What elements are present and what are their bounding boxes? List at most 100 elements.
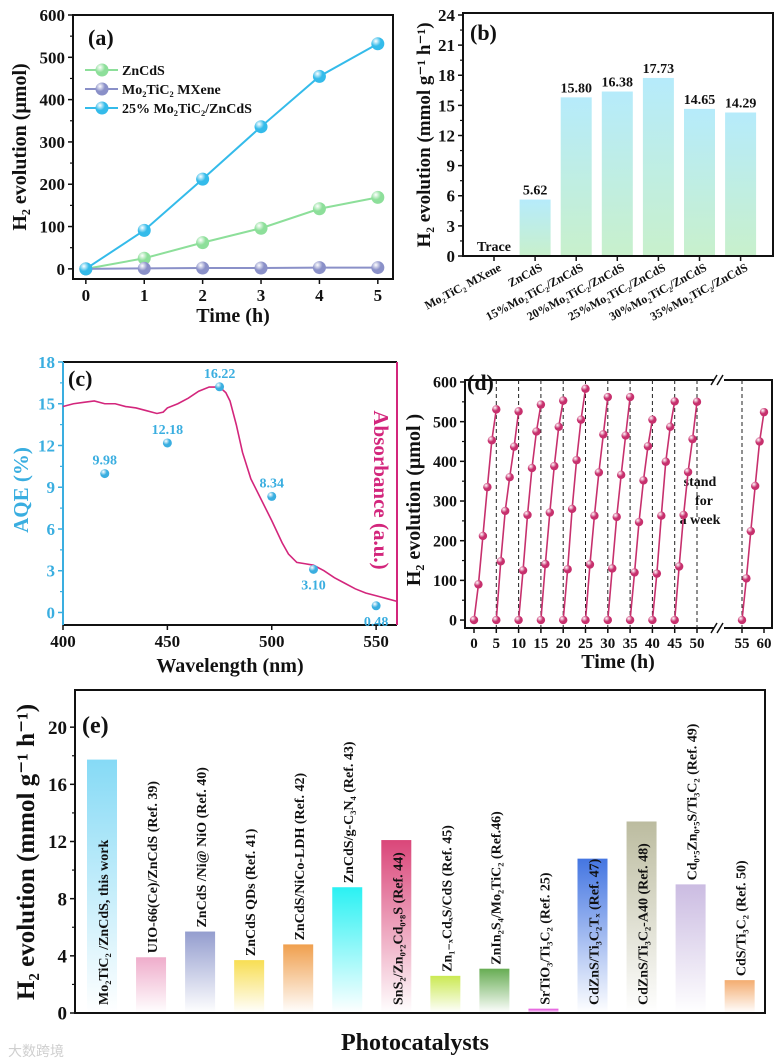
x-tick-label: 500 [259,632,285,651]
data-point [746,526,755,536]
bar-value-label: Trace [477,240,511,255]
data-point [755,437,764,446]
data-point [312,261,326,275]
data-point [514,615,523,625]
data-point [487,436,497,445]
data-point [371,261,385,275]
x-tick-label: 5 [493,636,501,652]
y-tick-label: 0 [47,603,56,622]
cycle-line [607,396,631,621]
y-tick-label: 3 [47,562,56,581]
y-tick-label: 24 [438,6,456,25]
bar-label: CdZnS/Ti₃C₂-A40 (Ref. 48) [637,843,652,1005]
x-tick-label: 450 [155,632,181,651]
y-tick-label: 18 [438,66,455,85]
data-point [683,467,693,477]
y-tick-label: 600 [40,6,66,25]
bar-label: ZnCdS/NiCo-LDH (Ref. 42) [293,772,308,940]
bar-label: ZnCdS QDs (Ref. 41) [244,828,259,956]
bar-label: CdZnS/Ti₃C₂Tₓ (Ref. 47) [588,858,603,1005]
data-point [648,415,657,424]
bar [528,1008,559,1013]
cycle-2 [492,407,523,625]
series-line [85,266,378,270]
bar-value-label: 17.73 [643,62,675,77]
bar [185,931,216,1013]
y-tick-label: 300 [433,494,457,511]
x-tick-label: 55 [735,636,750,652]
data-point [536,400,546,409]
x-tick-label: 40 [645,636,660,652]
data-point [674,562,684,571]
y-tick-label: 20 [48,718,67,739]
y-tick-label: 0 [447,247,456,266]
axis-break-gap [714,376,724,384]
data-point [657,511,666,520]
x-tick-label: 30 [600,636,615,652]
data-point [371,37,385,51]
y-tick-label: 200 [40,175,66,194]
cycle-7 [603,392,635,625]
series-1 [79,261,385,276]
cycle-line [517,404,542,621]
bar-value-label: 15.80 [560,81,592,96]
chart-c-ylabel-right: Absorbance (a.u.) [369,410,393,569]
chart-d-annotation-line1: stand [684,475,717,490]
data-point [501,506,510,516]
y-tick-label: 400 [433,454,457,471]
data-point [254,221,268,235]
data-point [581,615,590,625]
bar-value-label: 14.65 [684,93,716,108]
data-point [312,69,326,83]
data-point [196,236,210,250]
y-tick-label: 21 [438,36,455,55]
y-tick-label: 500 [40,48,66,67]
data-point [670,397,679,406]
y-tick-label: 300 [40,133,66,152]
data-point [679,510,688,520]
y-tick-label: 100 [40,217,66,236]
chart-d-annotation-line3: a week [680,513,721,528]
x-tick-label: 45 [667,636,682,652]
data-point [616,470,626,480]
bar-label: Cd₀.₅Zn₀.₅S/Ti₃C₂ (Ref. 49) [686,723,701,880]
x-tick-label: 3 [257,286,266,305]
x-tick-label: 1 [140,286,149,305]
data-point [608,564,617,573]
bar [724,980,755,1013]
data-point [648,615,657,625]
y-tick-label: 0 [58,1004,68,1025]
y-tick-label: 12 [438,126,455,145]
data-point [79,262,93,276]
y-tick-label: 15 [438,96,455,115]
data-point [621,431,630,440]
data-point [505,473,514,482]
data-point [514,407,523,416]
x-tick-label: 35 [623,636,638,652]
y-tick-label: 9 [47,478,56,497]
data-point [567,504,577,514]
data-point [599,430,608,439]
chart-e-ylabel: H₂ evolution (mmol g⁻¹ h⁻¹) [13,704,40,1000]
y-tick-label: 12 [38,436,55,455]
data-point [371,190,385,204]
data-point [137,251,151,265]
data-point [523,510,532,520]
axis-break-icon [710,622,724,634]
bar [601,91,633,256]
y-tick-label: 0 [449,613,457,630]
aqe-point [162,438,172,448]
data-point [742,574,751,583]
cycle-line [584,396,609,621]
x-tick-label: 20 [556,636,571,652]
plot-frame [462,12,774,257]
aqe-value-label: 0.48 [364,615,389,630]
bar [684,108,715,256]
aqe-point [215,382,225,392]
plot-frame [72,14,394,280]
data-point [492,405,501,414]
data-point [581,384,590,393]
data-point [532,427,541,436]
